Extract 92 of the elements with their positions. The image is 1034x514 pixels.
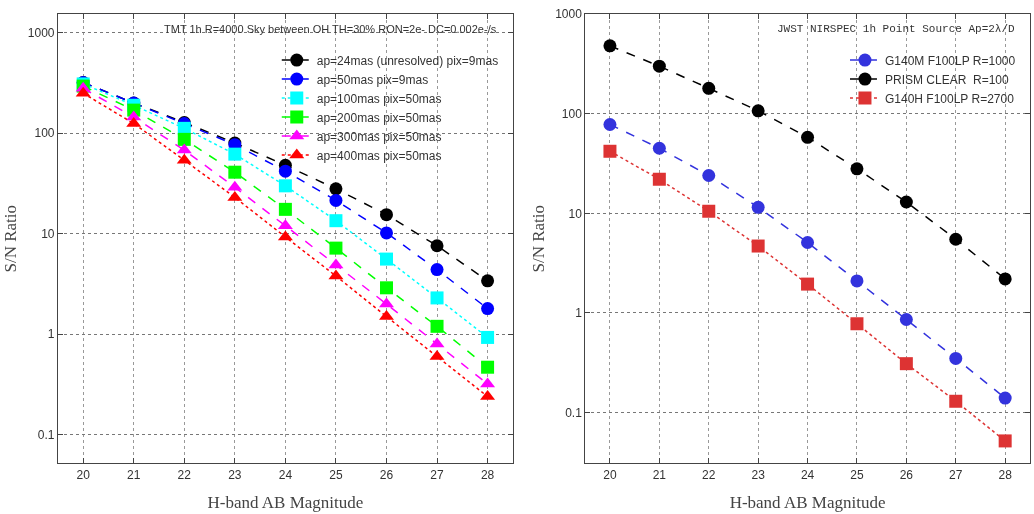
point xyxy=(899,313,913,327)
point xyxy=(998,272,1012,286)
y-tick-label: 0.1 xyxy=(37,427,55,442)
legend-label: ap=200mas pix=50mas xyxy=(316,110,442,125)
x-tick-label: 22 xyxy=(177,467,192,482)
point xyxy=(949,232,963,246)
point xyxy=(430,263,444,277)
legend-label: ap=100mas pix=50mas xyxy=(316,91,442,106)
y-tick-label: 100 xyxy=(34,126,55,141)
point xyxy=(899,357,913,371)
point xyxy=(998,434,1012,448)
point xyxy=(652,59,666,73)
x-axis-title: H-band AB Magnitude xyxy=(729,493,886,513)
x-tick-label: 25 xyxy=(329,467,343,482)
point xyxy=(430,239,444,253)
point xyxy=(329,193,343,207)
point xyxy=(751,104,765,118)
x-tick-label: 26 xyxy=(379,467,394,482)
point xyxy=(430,291,444,305)
point xyxy=(379,226,393,240)
point xyxy=(228,165,242,179)
point xyxy=(751,200,765,214)
point xyxy=(949,351,963,365)
x-tick-label: 27 xyxy=(430,467,445,482)
y-axis-title: S/N Ratio xyxy=(528,204,548,273)
point xyxy=(379,252,393,266)
legend-label: PRISM CLEAR R=100 xyxy=(884,72,1010,87)
legend-label: ap=300mas pix=50mas xyxy=(316,129,442,144)
point xyxy=(801,277,815,291)
point xyxy=(702,81,716,95)
point xyxy=(278,164,292,178)
point xyxy=(899,195,913,209)
point xyxy=(850,162,864,176)
x-tick-label: 28 xyxy=(998,467,1013,482)
y-tick-label: 10 xyxy=(568,206,583,221)
text: JWST NIRSPEC 1h Point Source Ap=2λ/D xyxy=(777,23,1016,35)
y-tick-label: 1000 xyxy=(555,7,583,22)
point xyxy=(850,317,864,331)
x-tick-label: 28 xyxy=(480,467,495,482)
x-axis-title: H-band AB Magnitude xyxy=(207,493,364,513)
point xyxy=(801,236,815,249)
x-tick-label: 23 xyxy=(751,467,766,482)
x-tick-label: 21 xyxy=(652,467,667,482)
legend-label: ap=24mas (unresolved) pix=9mas xyxy=(316,53,499,68)
x-tick-label: 20 xyxy=(603,467,617,482)
x-tick-label: 26 xyxy=(899,467,914,482)
x-tick-label: 27 xyxy=(949,467,963,482)
x-tick-label: 24 xyxy=(800,467,815,482)
y-tick-label: 1000 xyxy=(27,26,55,40)
point xyxy=(379,281,393,295)
point xyxy=(278,179,292,193)
point xyxy=(481,330,495,344)
point xyxy=(329,214,343,228)
point xyxy=(949,394,963,408)
point xyxy=(603,144,617,158)
x-tick-label: 21 xyxy=(127,467,141,482)
legend-label: ap=50mas pix=9mas xyxy=(316,72,429,87)
point xyxy=(481,302,495,316)
legend-label: G140M F100LP R=1000 xyxy=(884,53,1016,68)
text: TMT 1h R=4000 Sky between OH TH=30% RON=2e- DC=0.002e-/s xyxy=(164,23,497,35)
y-axis-title: S/N Ratio xyxy=(1,204,21,273)
point xyxy=(177,132,191,146)
x-tick-label: 24 xyxy=(278,467,293,482)
point xyxy=(702,204,716,218)
point xyxy=(652,141,666,155)
legend-label: G140H F100LP R=2700 xyxy=(884,91,1015,106)
point xyxy=(751,239,765,253)
point xyxy=(850,274,864,288)
point xyxy=(652,172,666,186)
x-tick-label: 25 xyxy=(850,467,864,482)
point xyxy=(278,202,292,216)
point xyxy=(228,147,242,161)
point xyxy=(329,182,343,196)
point xyxy=(702,168,716,182)
point xyxy=(481,274,495,288)
legend-label: ap=400mas pix=50mas xyxy=(316,148,442,163)
y-tick-label: 0.1 xyxy=(565,405,583,420)
y-tick-label: 1 xyxy=(575,306,583,321)
point xyxy=(329,241,343,255)
point xyxy=(801,130,815,144)
point xyxy=(430,319,444,333)
y-tick-label: 100 xyxy=(561,106,583,121)
x-tick-label: 22 xyxy=(702,467,716,482)
y-tick-label: 10 xyxy=(41,226,55,241)
y-tick-label: 1 xyxy=(47,327,55,342)
point xyxy=(603,39,617,53)
point xyxy=(998,391,1012,405)
x-tick-label: 23 xyxy=(228,467,242,482)
point xyxy=(379,208,393,222)
point xyxy=(603,117,617,131)
x-tick-label: 20 xyxy=(76,467,91,482)
point xyxy=(481,360,495,374)
